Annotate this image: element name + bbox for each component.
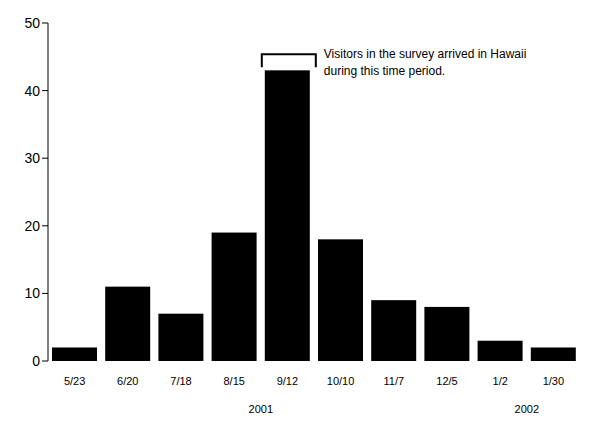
svg-text:12/5: 12/5 [436, 375, 457, 387]
svg-text:5/23: 5/23 [64, 375, 85, 387]
svg-text:11/7: 11/7 [384, 375, 405, 387]
svg-text:6/20: 6/20 [117, 375, 138, 387]
svg-text:1/30: 1/30 [543, 375, 564, 387]
svg-text:9/12: 9/12 [277, 375, 298, 387]
svg-text:Visitors in the survey arrived: Visitors in the survey arrived in Hawaii [324, 47, 527, 61]
svg-text:10: 10 [24, 285, 40, 301]
svg-text:2002: 2002 [515, 403, 539, 415]
svg-text:1/2: 1/2 [493, 375, 508, 387]
svg-text:during this time period.: during this time period. [324, 64, 445, 78]
svg-text:10/10: 10/10 [327, 375, 355, 387]
svg-text:8/15: 8/15 [223, 375, 244, 387]
svg-text:0: 0 [32, 353, 40, 369]
svg-text:30: 30 [24, 150, 40, 166]
svg-text:20: 20 [24, 218, 40, 234]
svg-text:40: 40 [24, 83, 40, 99]
svg-text:2001: 2001 [249, 403, 273, 415]
svg-text:50: 50 [24, 15, 40, 31]
svg-text:7/18: 7/18 [170, 375, 191, 387]
